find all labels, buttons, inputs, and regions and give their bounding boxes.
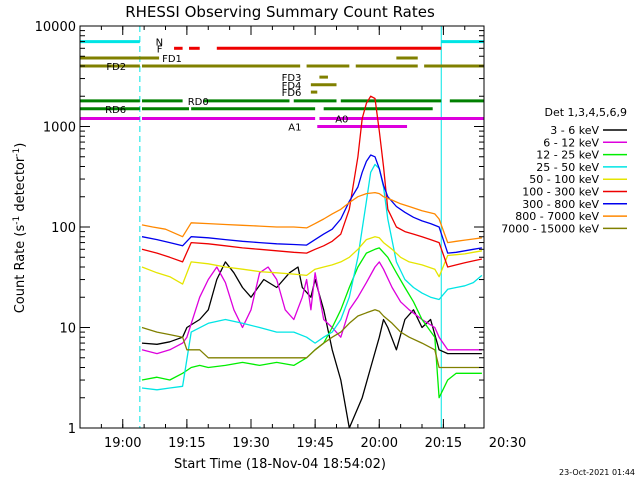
series-line-0 (141, 261, 482, 428)
flag-label-fd2: FD2 (106, 62, 126, 73)
flag-label-a0: A0 (335, 115, 348, 126)
series-lines (141, 95, 483, 428)
y-axis-label-end: ) (13, 143, 28, 148)
flag-label-f: F (157, 44, 163, 55)
flag-label-fd3: FD3 (282, 73, 302, 84)
series-line-1 (141, 261, 482, 355)
series-line-6 (141, 154, 483, 254)
chart-title: RHESSI Observing Summary Count Rates (125, 3, 435, 21)
legend-label-1: 6 - 12 keV (543, 136, 599, 149)
timestamp: 23-Oct-2021 01:44 (559, 468, 635, 477)
legend-label-4: 50 - 100 keV (529, 173, 599, 186)
flag-label-a1: A1 (288, 123, 301, 134)
y-axis-label-main: Count Rate (s (13, 225, 28, 314)
legend-label-0: 3 - 6 keV (550, 124, 599, 137)
series-line-7 (141, 191, 482, 244)
series-line-8 (141, 309, 482, 369)
legend-label-6: 300 - 800 keV (522, 198, 599, 211)
flag-label-rd6: RD6 (105, 105, 126, 116)
svg-text:Count Rate (s-1 detector-1): Count Rate (s-1 detector-1) (12, 143, 28, 314)
x-tick-label: 20:30 (489, 436, 526, 451)
y-axis-label-sup-1: -1 (12, 216, 22, 225)
x-axis-label: Start Time (18-Nov-04 18:54:02) (174, 457, 386, 472)
y-tick-label: 10 (59, 322, 76, 337)
y-tick-label: 100 (51, 221, 76, 236)
series-line-3 (141, 163, 483, 391)
legend-label-3: 25 - 50 keV (536, 161, 599, 174)
legend-label-7: 800 - 7000 keV (515, 210, 599, 223)
flag-label-n: N (156, 38, 163, 49)
series-line-5 (141, 95, 483, 268)
legend-label-8: 7000 - 15000 keV (501, 222, 599, 235)
flag-label-fd6: FD6 (282, 88, 302, 99)
x-tick-label: 20:15 (425, 436, 462, 451)
x-tick-label: 20:00 (361, 436, 398, 451)
y-axis-label-mid: detector (13, 156, 28, 216)
series-line-4 (141, 236, 483, 285)
x-tick-label: 19:30 (232, 436, 269, 451)
y-tick-label: 1 (68, 422, 76, 437)
x-tick-label: 19:00 (104, 436, 141, 451)
legend-title: Det 1,3,4,5,6,9 (544, 106, 627, 119)
flag-label-fd1: FD1 (162, 54, 182, 65)
y-tick-label: 1000 (43, 121, 76, 136)
y-axis-label: Count Rate (s-1 detector-1) (12, 143, 28, 314)
x-tick-label: 19:15 (168, 436, 205, 451)
flag-label-rd0: RD0 (188, 97, 209, 108)
y-axis-label-sup-2: -1 (12, 148, 22, 157)
legend-label-5: 100 - 300 keV (522, 186, 599, 199)
x-tick-label: 19:45 (296, 436, 333, 451)
y-tick-label: 10000 (35, 20, 76, 35)
series-line-2 (141, 247, 482, 399)
flag-label-fd4: FD4 (282, 81, 302, 92)
legend-label-2: 12 - 25 keV (536, 149, 599, 162)
